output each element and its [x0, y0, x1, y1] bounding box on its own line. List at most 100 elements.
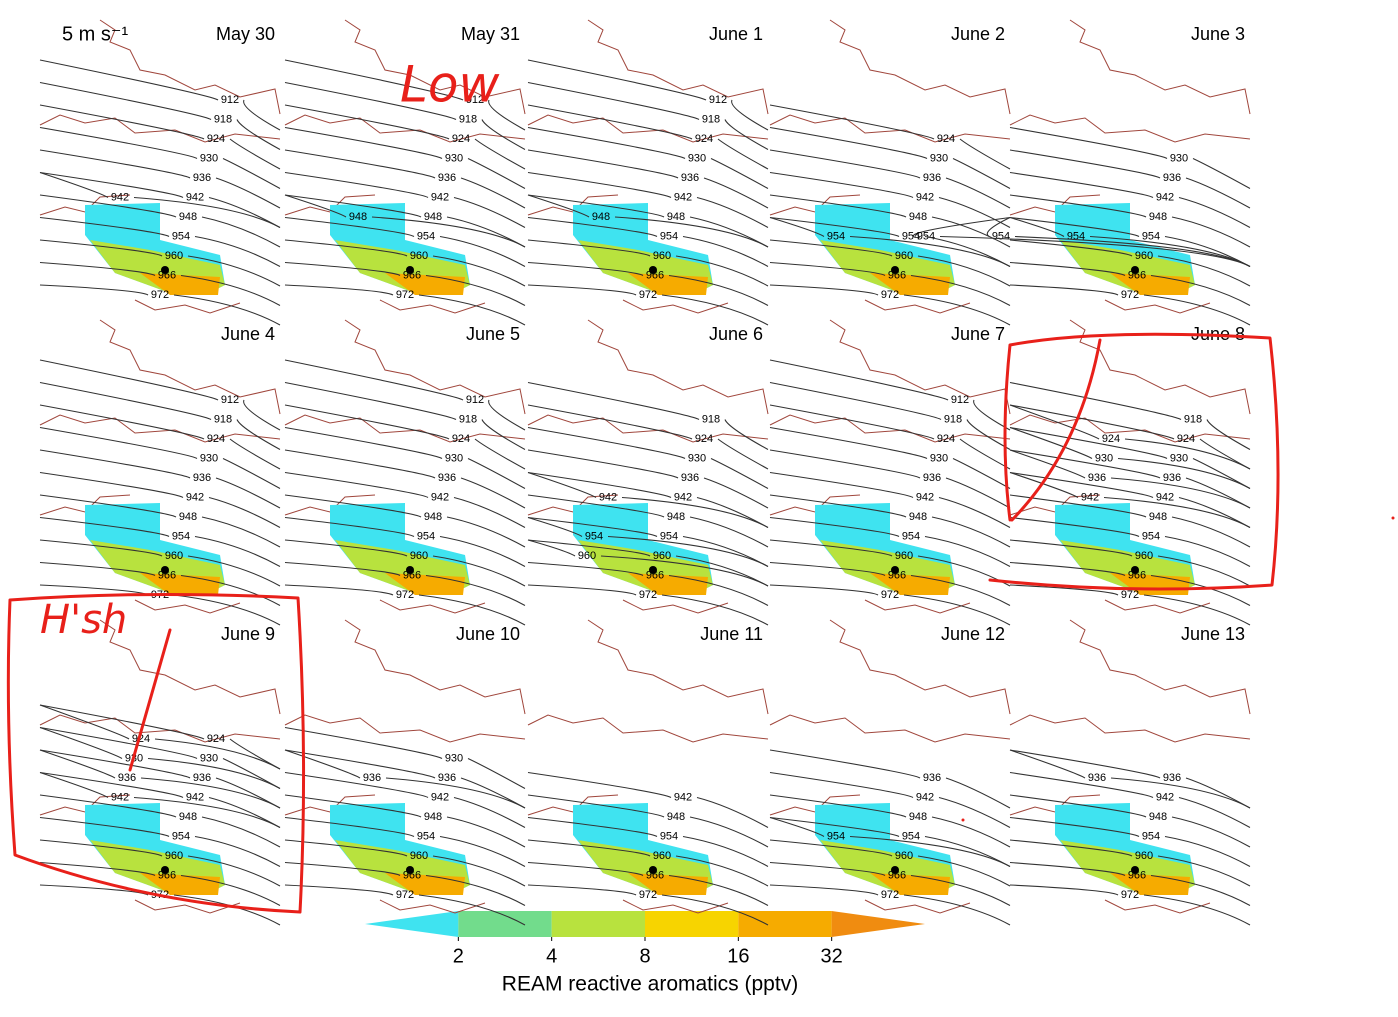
isobar-label: 930: [1095, 452, 1113, 464]
station-marker: [406, 866, 414, 874]
isobar: [527, 539, 769, 587]
isobar: [769, 861, 1011, 906]
isobar: [769, 584, 1011, 626]
isobar: [527, 284, 769, 326]
isobar-label: 960: [410, 850, 428, 862]
isobar-label: 918: [944, 413, 962, 425]
isobar: [284, 494, 526, 548]
isobar-label: 954: [417, 530, 435, 542]
isobar: [527, 771, 769, 828]
isobar: [527, 126, 769, 189]
low-annotation: Low: [400, 56, 499, 114]
map-panel: 948912918924930936942948954960966972May …: [284, 19, 526, 326]
station-marker: [161, 866, 169, 874]
colorbar-tick-label: 16: [727, 945, 749, 967]
isobar-label: 942: [186, 791, 204, 803]
colorbar: 2 4 8 16 32: [365, 911, 925, 967]
isobar-label: 948: [179, 811, 197, 823]
isobar-label: 954: [417, 230, 435, 242]
isobar: [39, 539, 281, 587]
isobar: [284, 516, 526, 567]
panel-title: June 1: [709, 24, 763, 44]
isobar-label: 918: [214, 413, 232, 425]
isobar-label: 930: [445, 752, 463, 764]
isobar: [769, 126, 1011, 189]
isobar: [527, 471, 769, 528]
isobar: [527, 584, 769, 626]
isobar-label: 948: [424, 811, 442, 823]
isobar: [527, 239, 769, 287]
isobar-label: 954: [585, 530, 603, 542]
isobar-label: 972: [639, 889, 657, 901]
colorbar-segment: [551, 911, 645, 937]
high-annotation: H'sh: [40, 597, 127, 643]
panel-title: June 10: [456, 624, 520, 644]
isobar-label: 954: [660, 230, 678, 242]
isobar: [284, 726, 526, 789]
isobar: [1009, 839, 1251, 887]
isobar: [1009, 426, 1251, 489]
colorbar-segment: [738, 911, 832, 937]
isobar: [1009, 816, 1251, 867]
isobar: [1009, 284, 1251, 326]
panel-title: June 12: [941, 624, 1005, 644]
country-border: [527, 319, 769, 614]
isobar: [39, 471, 281, 528]
country-border: [769, 19, 1011, 314]
isobar-label: 930: [445, 152, 463, 164]
isobar: [39, 149, 281, 209]
isobar: [284, 749, 526, 809]
isobar-label: 924: [452, 433, 470, 445]
station-marker: [1131, 566, 1139, 574]
isobar-label: 936: [363, 772, 381, 784]
isobar-label: 924: [695, 133, 713, 145]
isobar-label: 942: [1156, 791, 1174, 803]
isobar-label: 954: [1142, 230, 1160, 242]
station-marker: [161, 266, 169, 274]
isobar-label: 936: [923, 772, 941, 784]
isobar-label: 936: [438, 172, 456, 184]
isobar: [1009, 171, 1251, 228]
isobar: [769, 516, 1011, 567]
colorbar-tick-label: 2: [453, 945, 464, 967]
colorbar-segment: [458, 911, 552, 937]
isobar-label: 924: [452, 133, 470, 145]
isobar: [284, 449, 526, 509]
country-border: [39, 19, 281, 314]
isobar: [527, 426, 769, 489]
isobar: [284, 171, 526, 228]
isobar: [284, 81, 526, 150]
isobar-label: 936: [1163, 172, 1181, 184]
isobar: [769, 494, 1011, 548]
isobar: [284, 149, 526, 209]
isobar-label: 930: [930, 152, 948, 164]
station-marker: [161, 566, 169, 574]
isobar-label: 942: [674, 191, 692, 203]
isobar-label: 918: [459, 413, 477, 425]
isobar: [1009, 126, 1251, 189]
country-border: [284, 619, 526, 914]
isobar: [527, 216, 769, 267]
isobar-label: 924: [207, 133, 225, 145]
isobar-label: 960: [1135, 850, 1153, 862]
station-marker: [649, 866, 657, 874]
isobar-label: 972: [1121, 889, 1139, 901]
isobar: [769, 884, 1011, 926]
isobar-label: 954: [827, 230, 845, 242]
isobar: [39, 794, 281, 848]
map-panel: 948912918924930936942948954960966972June…: [527, 19, 769, 326]
station-marker: [406, 266, 414, 274]
country-border: [527, 19, 769, 314]
map-panel: 942912918924930942936948954960966972May …: [39, 19, 281, 326]
isobar-label: 954: [417, 830, 435, 842]
country-border: [1009, 619, 1251, 914]
isobar-label: 948: [349, 211, 367, 223]
isobar: [769, 404, 1011, 470]
isobar: [39, 239, 281, 287]
highlight-box: [988, 332, 1280, 591]
isobar-label: 972: [881, 289, 899, 301]
isobar-label: 960: [410, 550, 428, 562]
panel-title: June 7: [951, 324, 1005, 344]
